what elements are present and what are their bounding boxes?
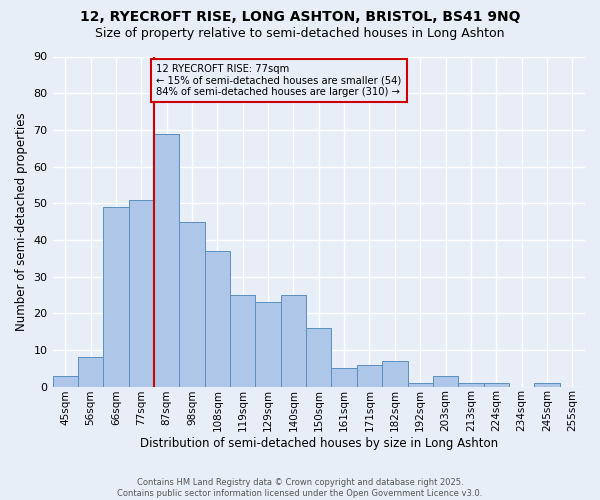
Bar [331, 368, 357, 386]
Y-axis label: Number of semi-detached properties: Number of semi-detached properties [15, 112, 28, 331]
Bar [534, 383, 560, 386]
Bar [357, 364, 382, 386]
Bar [179, 222, 205, 386]
Bar [128, 200, 154, 386]
Bar [154, 134, 179, 386]
Bar [281, 295, 306, 386]
Bar [78, 357, 103, 386]
Text: Size of property relative to semi-detached houses in Long Ashton: Size of property relative to semi-detach… [95, 28, 505, 40]
Bar [306, 328, 331, 386]
Bar [103, 207, 128, 386]
Text: 12 RYECROFT RISE: 77sqm
← 15% of semi-detached houses are smaller (54)
84% of se: 12 RYECROFT RISE: 77sqm ← 15% of semi-de… [157, 64, 402, 97]
Bar [205, 251, 230, 386]
Bar [407, 383, 433, 386]
Bar [382, 361, 407, 386]
Bar [433, 376, 458, 386]
Text: 12, RYECROFT RISE, LONG ASHTON, BRISTOL, BS41 9NQ: 12, RYECROFT RISE, LONG ASHTON, BRISTOL,… [80, 10, 520, 24]
Bar [53, 376, 78, 386]
X-axis label: Distribution of semi-detached houses by size in Long Ashton: Distribution of semi-detached houses by … [140, 437, 498, 450]
Text: Contains HM Land Registry data © Crown copyright and database right 2025.
Contai: Contains HM Land Registry data © Crown c… [118, 478, 482, 498]
Bar [484, 383, 509, 386]
Bar [256, 302, 281, 386]
Bar [458, 383, 484, 386]
Bar [230, 295, 256, 386]
